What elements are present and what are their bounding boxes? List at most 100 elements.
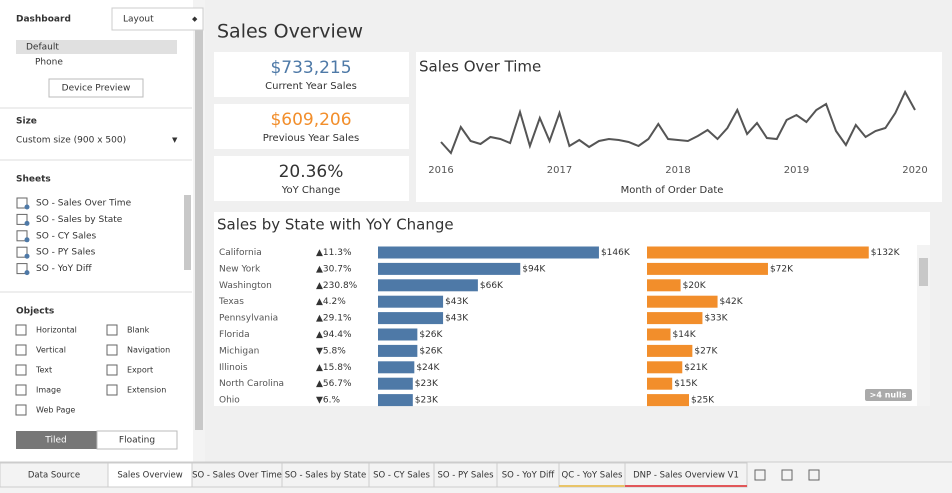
bar (647, 312, 703, 325)
bar-value-label: $20K (683, 281, 707, 291)
tab-color (625, 485, 747, 487)
sheet-tab[interactable] (191, 462, 283, 488)
yoy-label: ▲15.8% (316, 363, 352, 373)
yoy-label: ▲230.8% (316, 281, 358, 291)
sheet-tab-label[interactable]: SO - PY Sales (437, 471, 494, 481)
bar-value-label: $15K (674, 379, 698, 389)
sheet-item[interactable]: SO - PY Sales (36, 248, 96, 258)
new-sheet-icon[interactable] (754, 469, 766, 481)
sheet-tab-label[interactable]: DNP - Sales Overview V1 (633, 471, 739, 481)
bar (647, 344, 693, 357)
sheet-icon (16, 197, 28, 209)
object-icon (106, 344, 118, 356)
nulls-badge[interactable] (865, 389, 912, 401)
object-item[interactable]: Navigation (127, 346, 170, 355)
state-label: California (219, 248, 262, 258)
dashboard-tab[interactable]: Dashboard (16, 15, 71, 25)
x-tick-label: 2019 (784, 165, 809, 176)
object-item[interactable]: Vertical (36, 346, 66, 355)
kpi-label: Current Year Sales (265, 81, 357, 92)
device-preview-button[interactable] (48, 78, 144, 98)
sheet-tab[interactable] (368, 462, 435, 488)
sheets-scroll-thumb (184, 195, 191, 270)
sheet-tab[interactable] (433, 462, 498, 488)
nulls-label[interactable]: >4 nulls (870, 391, 907, 400)
layout-tab-label[interactable]: Layout (123, 15, 154, 25)
state-label: Michigan (219, 346, 259, 356)
new-sheet-icon[interactable] (781, 469, 793, 481)
layout-tab[interactable] (111, 7, 204, 31)
state-label: New York (219, 264, 261, 274)
sheet-tab-label[interactable]: SO - CY Sales (373, 471, 430, 481)
object-item[interactable]: Extension (127, 386, 166, 395)
bar-value-label: $24K (416, 363, 440, 373)
sheet-icon (16, 246, 28, 258)
bar (647, 394, 689, 407)
device-phone[interactable]: Phone (35, 58, 63, 68)
sheet-tab-label[interactable]: QC - YoY Sales (562, 471, 623, 481)
yoy-label: ▼5.8% (316, 346, 346, 356)
floating-button[interactable] (96, 430, 178, 450)
bar (647, 246, 869, 259)
size-dropdown[interactable]: Custom size (900 x 500) (16, 136, 126, 146)
object-item[interactable]: Image (36, 386, 61, 395)
dashboard-title: Sales Overview (217, 21, 363, 43)
kpi-value: $733,215 (270, 58, 351, 78)
tiled-button[interactable] (16, 431, 97, 449)
device-default[interactable]: Default (26, 43, 59, 53)
sheet-icon-dot (24, 237, 30, 243)
sheet-tab[interactable] (496, 462, 560, 488)
sheet-tab[interactable] (281, 462, 370, 488)
sheet-tab[interactable] (0, 462, 109, 488)
object-icon (15, 404, 27, 416)
sheet-tab-label[interactable]: Data Source (28, 471, 80, 481)
kpi-card (214, 156, 409, 201)
sheet-tab-label[interactable]: SO - Sales by State (285, 471, 367, 481)
kpi-card (214, 104, 409, 149)
bar-value-label: $25K (691, 396, 715, 406)
object-icon (15, 384, 27, 396)
sheet-icon-dot (24, 253, 30, 259)
bar-value-label: $132K (871, 248, 901, 258)
device-preview-label[interactable]: Device Preview (62, 84, 131, 94)
bar-value-label: $26K (419, 330, 443, 340)
object-item[interactable]: Web Page (36, 406, 75, 415)
line-title: Sales Over Time (419, 58, 541, 76)
bar (378, 279, 478, 292)
bar (647, 328, 671, 341)
bar-value-label: $26K (419, 346, 443, 356)
sheet-item[interactable]: SO - Sales Over Time (36, 199, 132, 209)
bar-value-label: $21K (684, 363, 708, 373)
yoy-label: ▲30.7% (316, 264, 352, 274)
objects-title: Objects (16, 307, 54, 317)
bar (378, 328, 418, 341)
sheet-tab-label[interactable]: SO - YoY Diff (502, 471, 556, 481)
object-item[interactable]: Text (35, 366, 52, 375)
sheet-tab-label[interactable]: SO - Sales Over Time (192, 471, 282, 481)
sheet-item[interactable]: SO - YoY Diff (36, 264, 92, 274)
bar (378, 262, 521, 275)
sheet-item[interactable]: SO - Sales by State (36, 215, 123, 225)
bar (647, 361, 683, 374)
tiled-label[interactable]: Tiled (44, 436, 66, 446)
sheet-tab[interactable] (107, 462, 193, 488)
sales-line (440, 89, 916, 155)
sheets-title: Sheets (16, 175, 51, 185)
bar-value-label: $94K (522, 264, 546, 274)
sheet-icon-dot (24, 220, 30, 226)
sheet-item[interactable]: SO - CY Sales (36, 231, 97, 241)
object-item[interactable]: Export (127, 366, 153, 375)
yoy-label: ▲4.2% (316, 297, 346, 307)
new-sheet-icon[interactable] (808, 469, 820, 481)
floating-label[interactable]: Floating (119, 436, 155, 446)
sheet-tab-label[interactable]: Sales Overview (117, 471, 182, 481)
object-item[interactable]: Blank (127, 326, 150, 335)
object-icon (15, 344, 27, 356)
bar (647, 279, 681, 292)
bar-value-label: $66K (480, 281, 504, 291)
object-item[interactable]: Horizontal (36, 326, 77, 335)
sheet-icon (16, 213, 28, 225)
state-label: Pennsylvania (219, 314, 278, 324)
arrow: ◆ (192, 15, 198, 23)
